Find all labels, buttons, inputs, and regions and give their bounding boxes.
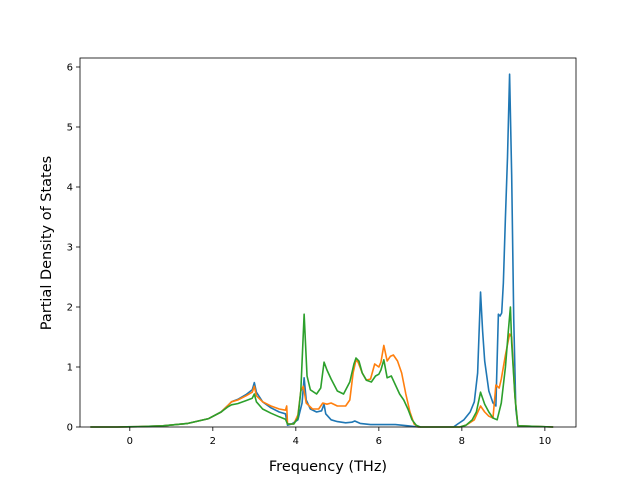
series-lines — [90, 73, 554, 428]
y-tick-label: 4 — [67, 183, 73, 194]
plot-frame — [79, 57, 577, 428]
x-tick-label: 6 — [376, 436, 382, 447]
y-tick-label: 3 — [67, 243, 73, 254]
series-line-3 — [90, 306, 554, 428]
x-tick-label: 4 — [293, 436, 299, 447]
x-tick-label: 8 — [459, 436, 465, 447]
y-tick-label: 0 — [67, 423, 73, 434]
x-axis-ticks: 0 2 4 6 8 10 — [127, 427, 552, 447]
y-tick-label: 1 — [67, 363, 73, 374]
series-line-2 — [90, 333, 554, 428]
x-tick-label: 2 — [210, 436, 216, 447]
x-tick-label: 0 — [127, 436, 133, 447]
y-axis-label: Partial Density of States — [39, 156, 55, 330]
series-line-1 — [90, 73, 554, 428]
y-axis-ticks: 0 1 2 3 4 5 6 — [67, 63, 80, 434]
y-tick-label: 5 — [67, 123, 73, 134]
y-tick-label: 2 — [67, 303, 73, 314]
x-axis-label: Frequency (THz) — [269, 459, 387, 475]
y-tick-label: 6 — [67, 63, 73, 74]
x-tick-label: 10 — [539, 436, 552, 447]
